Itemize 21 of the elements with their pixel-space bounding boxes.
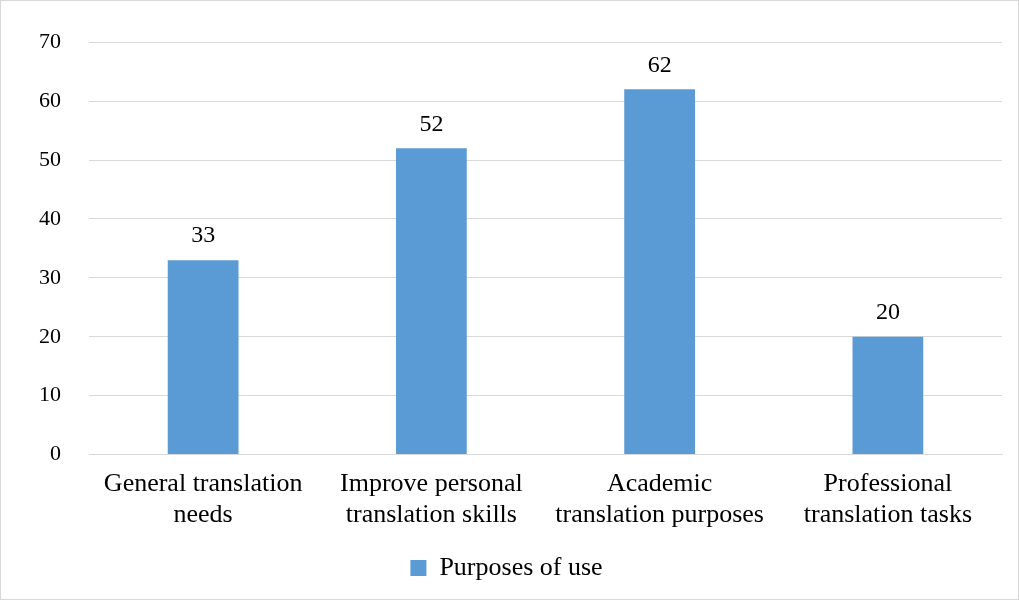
- y-tick-label: 0: [50, 440, 61, 466]
- data-label: 62: [647, 50, 672, 77]
- y-tick-label: 10: [39, 381, 61, 407]
- y-tick-label: 70: [39, 27, 61, 53]
- bar: [852, 336, 924, 455]
- y-tick-label: 50: [39, 145, 61, 171]
- data-label: 20: [875, 298, 900, 325]
- x-tick-label: Improve personal translation skills: [340, 468, 523, 529]
- bar: [396, 148, 467, 455]
- bar: [167, 260, 239, 455]
- x-tick-label: General translation needs: [103, 468, 303, 529]
- bar: [624, 89, 695, 455]
- y-tick-label: 20: [39, 322, 61, 348]
- legend-label: Purposes of use: [439, 551, 603, 581]
- x-tick-label: Professional translation tasks: [803, 468, 973, 529]
- y-tick-label: 60: [39, 86, 61, 112]
- x-tick-label: Academic translation purposes: [555, 468, 764, 529]
- data-label: 52: [419, 109, 444, 136]
- y-tick-label: 30: [39, 263, 61, 289]
- data-label: 33: [191, 221, 216, 248]
- y-tick-label: 40: [39, 204, 61, 230]
